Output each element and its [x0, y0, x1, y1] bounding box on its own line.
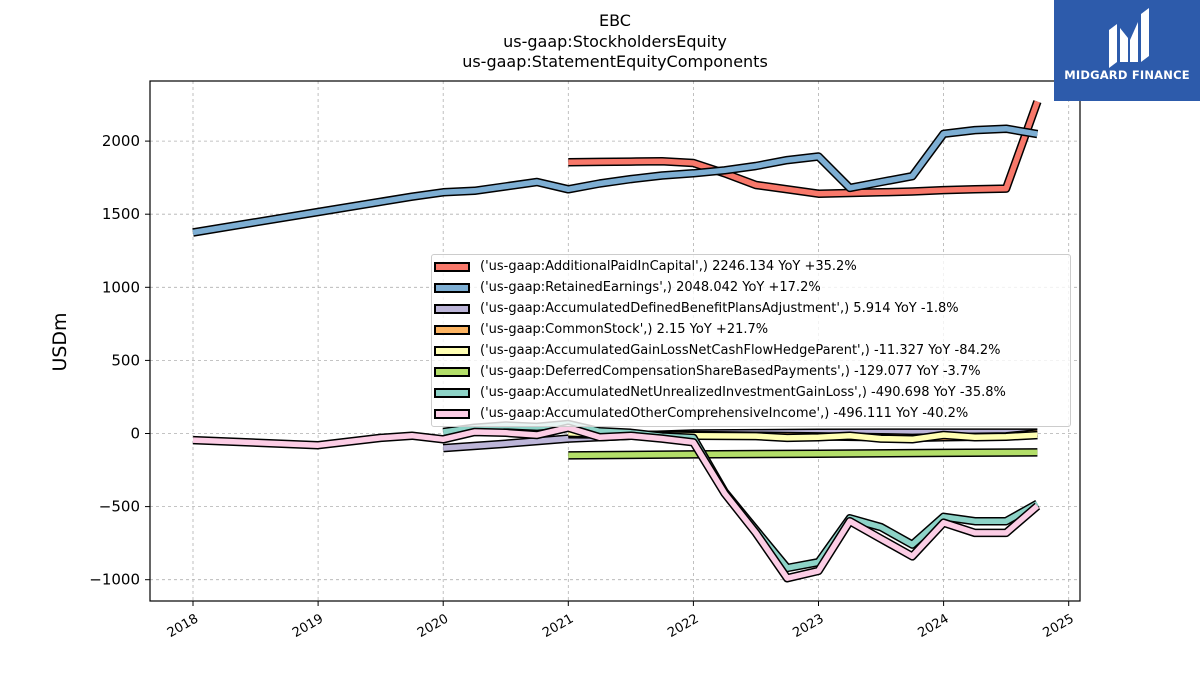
x-tick-label: 2022	[665, 611, 701, 641]
midgard-finance-logo: MIDGARD FINANCE	[1054, 0, 1200, 101]
chart-title-concept: us-gaap:StockholdersEquity	[503, 32, 727, 51]
series-line	[568, 100, 1042, 198]
y-tick-label: 0	[130, 425, 140, 443]
chart-title-statement: us-gaap:StatementEquityComponents	[462, 52, 768, 71]
x-tick-label: 2024	[915, 611, 951, 641]
y-tick-label: −1000	[89, 571, 140, 589]
logo-mark-icon	[1109, 8, 1149, 68]
plot-area-frame	[149, 80, 1081, 602]
series-line-core	[568, 100, 1040, 197]
legend-swatch	[434, 388, 470, 398]
y-tick-label: 2000	[102, 132, 140, 150]
legend-swatch	[434, 304, 470, 314]
y-tick-label: −500	[99, 498, 140, 516]
chart-title-ticker: EBC	[599, 11, 631, 30]
legend-swatch	[434, 409, 470, 419]
legend-swatch	[434, 262, 470, 272]
legend-label: ('us-gaap:AccumulatedNetUnrealizedInvest…	[480, 385, 1006, 400]
y-tick-label: 500	[111, 351, 140, 369]
series-line-core	[568, 449, 1038, 459]
x-tick-label: 2018	[165, 611, 201, 641]
legend-swatch	[434, 346, 470, 356]
series-lines	[192, 100, 1042, 583]
x-tick-label: 2019	[290, 611, 326, 641]
x-tick-label: 2021	[540, 611, 576, 641]
series-line	[192, 423, 1041, 583]
legend-label: ('us-gaap:AccumulatedDefinedBenefitPlans…	[480, 301, 959, 316]
series-line-core	[192, 125, 1038, 236]
y-tick-label: 1500	[102, 205, 140, 223]
x-tick-label: 2023	[790, 611, 826, 641]
logo-text: MIDGARD FINANCE	[1064, 68, 1190, 82]
legend-swatch	[434, 325, 470, 335]
legend-swatch	[434, 283, 470, 293]
series-line	[568, 448, 1038, 460]
legend-label: ('us-gaap:AccumulatedOtherComprehensiveI…	[480, 406, 969, 421]
x-tick-label: 2025	[1041, 611, 1077, 641]
legend-swatch	[434, 367, 470, 377]
y-tick-label: 1000	[102, 278, 140, 296]
y-axis-label: USDm	[49, 312, 71, 371]
series-line	[192, 124, 1039, 237]
series-line-core	[192, 424, 1040, 581]
legend-label: ('us-gaap:AccumulatedGainLossNetCashFlow…	[480, 343, 1001, 358]
legend-label: ('us-gaap:DeferredCompensationShareBased…	[480, 364, 981, 379]
chart-legend: ('us-gaap:AdditionalPaidInCapital',) 224…	[431, 254, 1071, 427]
legend-label: ('us-gaap:AdditionalPaidInCapital',) 224…	[480, 259, 857, 274]
legend-label: ('us-gaap:RetainedEarnings',) 2048.042 Y…	[480, 280, 821, 295]
legend-label: ('us-gaap:CommonStock',) 2.15 YoY +21.7%	[480, 322, 769, 337]
x-tick-label: 2020	[415, 611, 451, 641]
